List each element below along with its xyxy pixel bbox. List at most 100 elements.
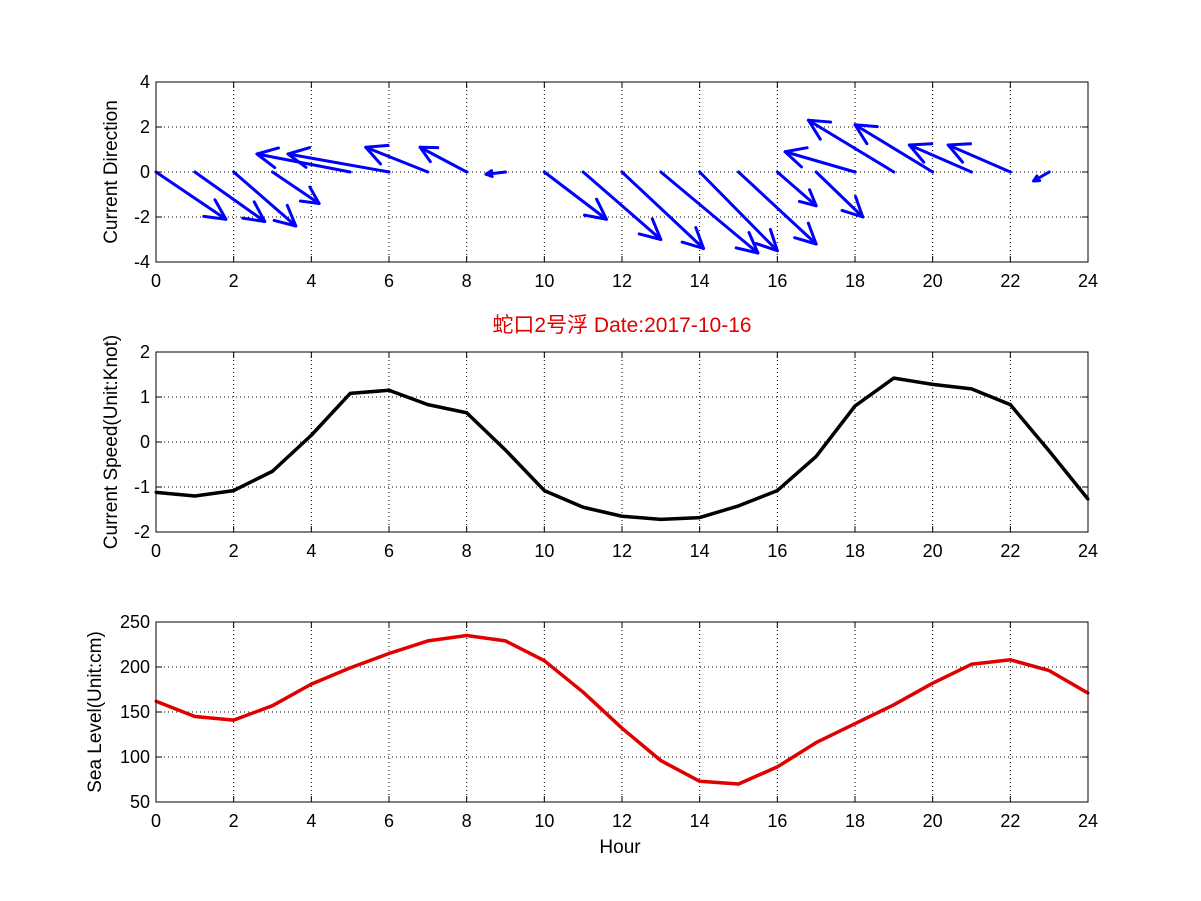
- sea-level-point: [581, 690, 585, 694]
- current-speed-point: [387, 388, 391, 392]
- sea-level-point: [271, 704, 274, 708]
- current-speed-point: [620, 514, 624, 518]
- x-tick-label: 8: [462, 271, 472, 291]
- x-tick-label: 2: [229, 811, 239, 831]
- current-speed-point: [1008, 403, 1012, 407]
- sea-level-x-ticks: 0 2 4 6 8 10 12 14 16 18 20 22 24: [151, 622, 1098, 831]
- current-speed-point: [504, 448, 507, 452]
- current-speed-point: [348, 391, 352, 395]
- direction-arrow: [364, 143, 430, 174]
- x-tick-label: 20: [923, 541, 943, 561]
- y-tick-label: 4: [140, 72, 150, 92]
- direction-arrow: [1032, 170, 1051, 183]
- sea-level-point: [775, 765, 779, 769]
- direction-arrow: [907, 142, 973, 174]
- direction-arrow: [620, 170, 706, 250]
- current-speed-x-ticks: 0 2 4 6 8 10 12 14 16 18 20 22 24: [151, 352, 1098, 561]
- sea-level-point: [892, 703, 896, 707]
- x-tick-label: 12: [612, 541, 632, 561]
- sea-level-y-label: Sea Level(Unit:cm): [85, 631, 106, 793]
- sea-level-y-ticks: 50 100 150 200 250: [120, 612, 1088, 812]
- direction-arrow: [698, 170, 779, 253]
- current-speed-point: [698, 516, 702, 520]
- current-speed-point: [931, 382, 935, 386]
- y-tick-label: 0: [140, 162, 150, 182]
- direction-arrow: [806, 118, 896, 174]
- direction-arrow: [193, 170, 267, 223]
- sea-level-point: [193, 715, 197, 718]
- x-tick-label: 24: [1078, 811, 1098, 831]
- x-tick-label: 8: [462, 811, 472, 831]
- x-tick-label: 24: [1078, 271, 1098, 291]
- y-tick-label: 100: [120, 747, 150, 767]
- chart-title: 蛇口2号浮 Date:2017-10-16: [492, 314, 751, 337]
- x-tick-label: 22: [1000, 271, 1020, 291]
- current-speed-point: [426, 403, 430, 407]
- direction-arrow: [853, 123, 935, 174]
- sea-level-point: [970, 662, 973, 666]
- current-speed-point: [271, 469, 274, 473]
- y-tick-label: 2: [140, 342, 150, 362]
- x-tick-label: 10: [534, 541, 554, 561]
- current-speed-series: [154, 376, 1090, 522]
- current-speed-point: [853, 404, 857, 408]
- y-tick-label: 250: [120, 612, 150, 632]
- direction-arrow: [775, 170, 818, 208]
- current-speed-grid: [156, 352, 1088, 532]
- direction-arrow: [814, 170, 865, 219]
- direction-arrow: [232, 170, 298, 228]
- x-tick-label: 6: [384, 811, 394, 831]
- x-tick-label: 0: [151, 271, 161, 291]
- y-tick-label: 150: [120, 702, 150, 722]
- y-tick-label: 50: [130, 792, 150, 812]
- y-tick-label: -4: [134, 252, 150, 272]
- sea-level-point: [1008, 658, 1012, 662]
- x-tick-label: 16: [767, 811, 787, 831]
- y-tick-label: 0: [140, 432, 150, 452]
- x-tick-label: 18: [845, 811, 865, 831]
- x-tick-label: 2: [229, 271, 239, 291]
- x-tick-label: 20: [923, 271, 943, 291]
- x-tick-label: 24: [1078, 541, 1098, 561]
- current-speed-point: [581, 505, 585, 509]
- current-speed-point: [309, 433, 313, 437]
- x-tick-label: 8: [462, 541, 472, 561]
- sea-level-point: [1047, 669, 1051, 673]
- x-tick-label: 10: [534, 811, 554, 831]
- y-tick-label: -2: [134, 522, 150, 542]
- x-tick-label: 14: [690, 811, 710, 831]
- sea-level-point: [309, 682, 313, 686]
- current-speed-point: [775, 489, 779, 493]
- x-tick-label: 16: [767, 541, 787, 561]
- x-tick-label: 14: [690, 271, 710, 291]
- current-direction-y-ticks: -4 -2 0 2 4: [134, 72, 1088, 272]
- current-direction-arrows: [154, 118, 1051, 255]
- current-speed-point: [814, 454, 818, 458]
- current-direction-y-label: Current Direction: [101, 100, 122, 244]
- x-tick-label: 12: [612, 271, 632, 291]
- direction-arrow: [783, 146, 857, 174]
- x-tick-label: 18: [845, 271, 865, 291]
- sea-level-point: [737, 782, 740, 786]
- y-tick-label: 1: [140, 387, 150, 407]
- sea-level-point: [426, 639, 430, 643]
- direction-arrow: [542, 170, 608, 221]
- sea-level-point: [659, 759, 663, 763]
- sea-level-point: [465, 634, 469, 637]
- x-tick-label: 12: [612, 811, 632, 831]
- x-tick-label: 0: [151, 811, 161, 831]
- x-tick-label: 4: [306, 811, 316, 831]
- current-speed-point: [970, 387, 973, 391]
- direction-arrow: [737, 170, 818, 246]
- current-speed-point: [659, 517, 663, 521]
- x-tick-label: 22: [1000, 811, 1020, 831]
- x-tick-label: 10: [534, 271, 554, 291]
- direction-arrow: [271, 170, 321, 205]
- x-tick-label: 2: [229, 541, 239, 561]
- x-tick-label: 4: [306, 541, 316, 561]
- x-tick-label: 4: [306, 271, 316, 291]
- x-tick-label: 20: [923, 811, 943, 831]
